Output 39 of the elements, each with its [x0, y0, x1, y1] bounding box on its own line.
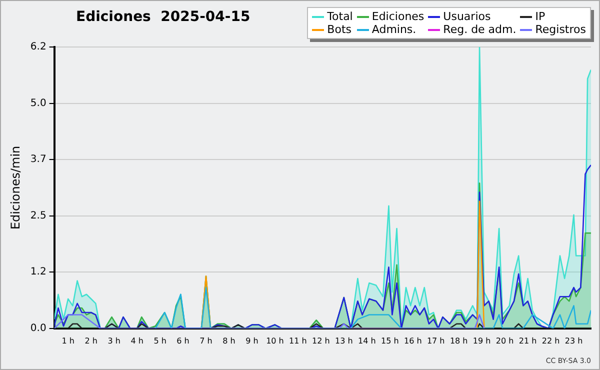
legend-label: Total — [327, 10, 353, 23]
x-tick-label: 15 h — [380, 336, 399, 346]
x-tick-label: 19 h — [472, 336, 491, 346]
x-tick-label: 8 h — [222, 336, 236, 346]
x-tick-label: 17 h — [426, 336, 445, 346]
x-tick-label: 11 h — [289, 336, 307, 346]
y-tick-label: 6.2 — [30, 42, 46, 53]
x-tick-label: 5 h — [154, 336, 166, 346]
legend-label: Ediciones — [372, 10, 424, 23]
legend-label: IP — [535, 10, 546, 23]
y-tick-label: 3.7 — [30, 154, 46, 166]
x-tick-label: 10 h — [266, 336, 284, 346]
x-tick-label: 13 h — [335, 336, 353, 346]
legend-label: Admins. — [372, 23, 416, 36]
y-tick-label: 1.2 — [30, 266, 46, 278]
x-tick-label: 21 h — [518, 336, 537, 346]
y-tick-label: 5.0 — [30, 98, 46, 109]
x-tick-label: 6 h — [176, 336, 190, 346]
y-tick-label: 0.0 — [30, 322, 46, 334]
y-tick-label: 2.5 — [30, 210, 46, 222]
x-tick-label: 20 h — [496, 336, 514, 346]
x-tick-label: 1 h — [62, 336, 74, 346]
legend-label: Reg. de adm. — [443, 23, 516, 36]
x-tick-label: 14 h — [358, 336, 376, 346]
x-tick-label: 23 h — [564, 336, 583, 346]
x-tick-label: 18 h — [450, 336, 468, 346]
chart-title: Ediciones 2025-04-15 — [76, 9, 250, 25]
legend-label: Registros — [535, 23, 586, 36]
x-tick-label: 9 h — [246, 336, 258, 346]
x-tick-label: 16 h — [404, 336, 422, 346]
y-axis-title: Ediciones/min — [8, 146, 22, 230]
legend-label: Bots — [327, 23, 352, 36]
legend-label: Usuarios — [443, 10, 491, 23]
x-tick-label: 22 h — [542, 336, 560, 346]
x-tick-label: 3 h — [108, 336, 120, 346]
x-tick-label: 12 h — [312, 336, 330, 346]
x-tick-label: 4 h — [130, 336, 144, 346]
x-tick-label: 2 h — [84, 336, 98, 346]
x-tick-label: 7 h — [200, 336, 212, 346]
